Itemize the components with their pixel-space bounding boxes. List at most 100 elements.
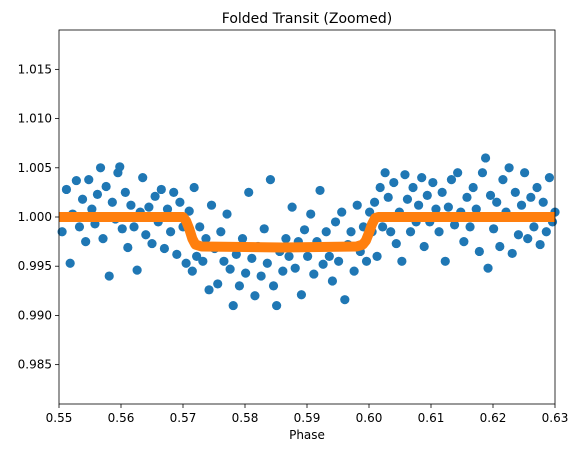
data-point	[465, 222, 475, 232]
data-point	[408, 182, 418, 193]
data-point	[57, 227, 67, 237]
data-point	[337, 207, 347, 217]
model-layer	[59, 212, 555, 253]
data-point	[523, 234, 533, 244]
data-point	[256, 271, 266, 281]
y-tick-label: 1.000	[18, 210, 52, 224]
data-point	[434, 227, 444, 237]
data-point	[120, 187, 130, 197]
x-tick-label: 0.62	[480, 411, 507, 425]
data-point	[195, 222, 205, 232]
y-tick-label: 1.005	[18, 161, 52, 175]
data-point	[162, 204, 173, 214]
data-point	[529, 222, 539, 232]
data-point	[219, 256, 229, 266]
data-point	[306, 209, 316, 219]
data-point	[520, 168, 530, 178]
data-point	[417, 173, 427, 183]
data-point	[250, 291, 260, 301]
plot-area	[57, 153, 560, 311]
x-tick-label: 0.60	[356, 411, 383, 425]
data-point	[492, 197, 502, 207]
y-axis-ticks: 0.985 0.990 0.995 1.000 1.005 1.010 1.015	[18, 62, 59, 372]
data-point	[228, 300, 238, 311]
data-point	[156, 184, 166, 195]
data-point	[340, 295, 350, 305]
x-tick-label: 0.58	[232, 411, 259, 425]
x-tick-label: 0.55	[46, 411, 73, 425]
data-point	[437, 187, 447, 197]
data-point	[544, 173, 555, 183]
data-point	[132, 265, 142, 275]
data-point	[513, 230, 524, 240]
data-point	[507, 248, 517, 259]
data-point	[532, 182, 542, 193]
data-point	[414, 200, 424, 210]
data-point	[378, 222, 388, 232]
data-point	[104, 271, 114, 281]
data-point	[115, 162, 125, 172]
data-point	[352, 200, 362, 210]
data-point	[516, 200, 527, 210]
data-point	[400, 170, 410, 180]
data-point	[87, 204, 97, 214]
data-point	[92, 189, 103, 199]
data-point	[489, 224, 499, 234]
data-point	[265, 175, 276, 185]
data-point	[123, 242, 133, 253]
data-point	[95, 163, 106, 173]
x-tick-label: 0.56	[108, 411, 135, 425]
data-point	[428, 177, 438, 188]
data-point	[198, 256, 208, 266]
data-point	[216, 227, 226, 237]
data-point	[74, 222, 85, 232]
data-point	[138, 173, 148, 183]
data-point	[287, 202, 297, 212]
data-point	[184, 206, 194, 216]
data-point	[538, 197, 548, 207]
data-point	[77, 194, 88, 204]
data-point	[391, 238, 401, 249]
data-point	[468, 182, 478, 193]
data-point	[84, 175, 94, 185]
data-point	[315, 185, 325, 196]
data-point	[278, 266, 288, 276]
x-axis-label: Phase	[289, 428, 325, 442]
data-point	[386, 227, 396, 237]
chart-title: Folded Transit (Zoomed)	[222, 11, 392, 27]
data-point	[446, 175, 457, 185]
data-point	[192, 251, 202, 261]
data-point	[535, 239, 545, 250]
data-point	[504, 163, 514, 173]
data-point	[299, 225, 310, 235]
data-point	[349, 266, 359, 276]
data-point	[402, 194, 413, 204]
data-point	[247, 253, 257, 263]
data-point	[61, 184, 72, 195]
y-tick-label: 1.010	[18, 112, 52, 126]
data-point	[526, 192, 536, 202]
data-point	[419, 241, 429, 252]
model-curve	[59, 212, 555, 253]
data-point	[443, 202, 453, 212]
data-point	[361, 256, 372, 266]
data-point	[241, 268, 251, 278]
data-point	[117, 224, 127, 234]
data-point	[369, 197, 380, 207]
x-tick-label: 0.59	[294, 411, 321, 425]
y-tick-label: 0.985	[18, 358, 52, 372]
data-point	[477, 168, 488, 178]
data-point	[225, 264, 235, 274]
data-point	[65, 258, 75, 268]
data-point	[346, 227, 356, 237]
data-point	[330, 217, 341, 227]
data-point	[144, 202, 154, 212]
y-tick-label: 0.990	[18, 308, 52, 322]
data-point	[126, 200, 136, 210]
data-point	[405, 227, 416, 237]
scatter-layer	[57, 153, 560, 311]
data-point	[372, 251, 382, 261]
data-point	[71, 175, 81, 186]
data-point	[206, 200, 217, 210]
data-point	[383, 192, 393, 202]
